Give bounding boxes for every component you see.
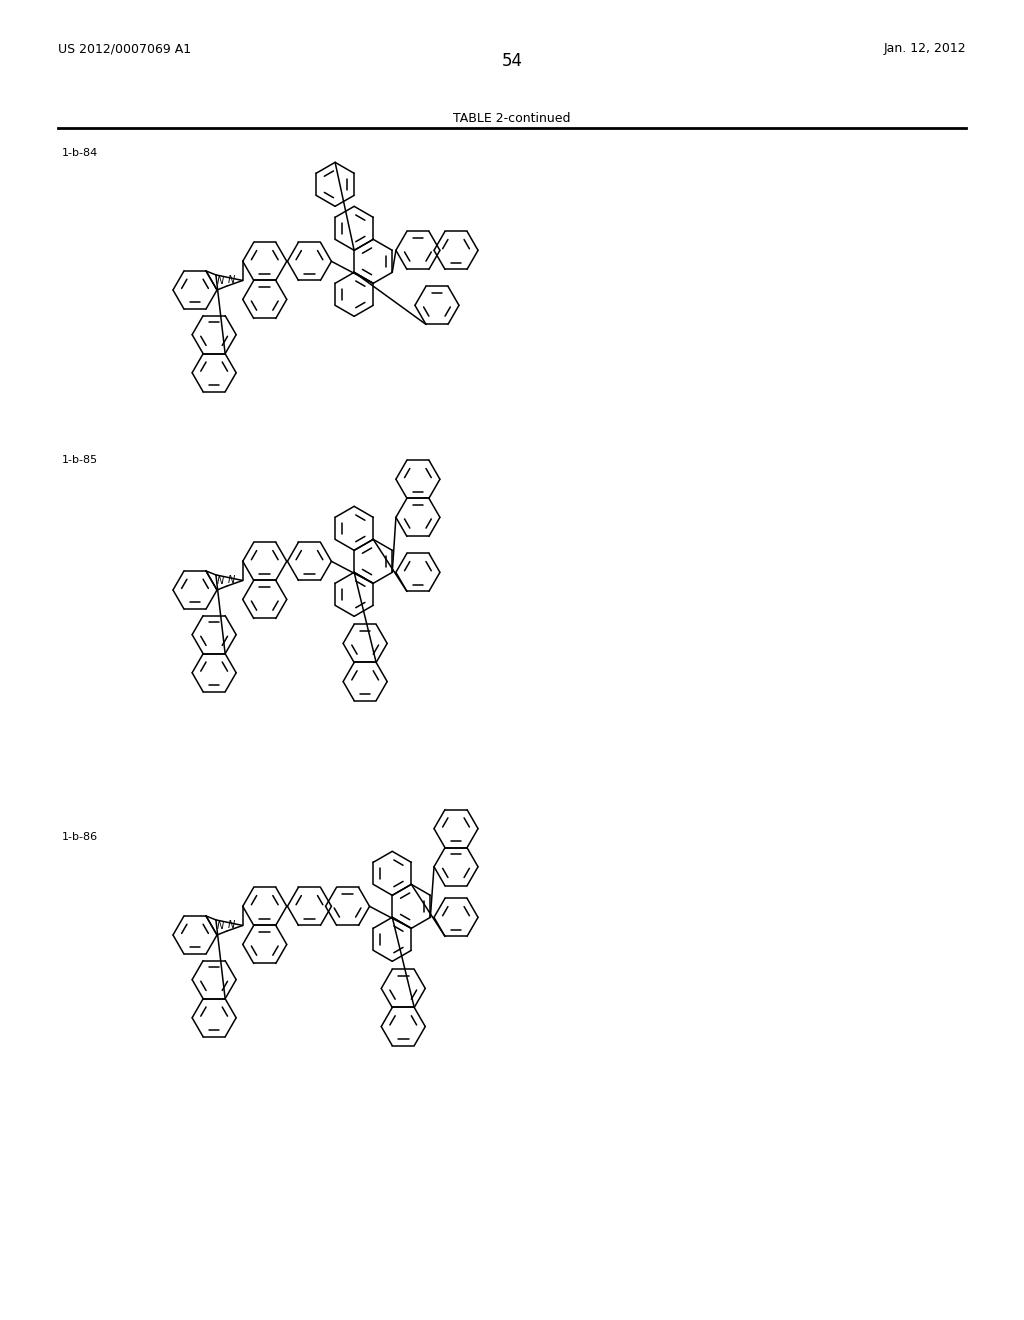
- Text: N: N: [228, 576, 236, 585]
- Text: N: N: [217, 276, 224, 286]
- Text: 1-b-86: 1-b-86: [62, 832, 98, 842]
- Text: TABLE 2-continued: TABLE 2-continued: [454, 112, 570, 125]
- Text: 1-b-85: 1-b-85: [62, 455, 98, 465]
- Text: N: N: [228, 920, 236, 931]
- Text: Jan. 12, 2012: Jan. 12, 2012: [884, 42, 966, 55]
- Text: 1-b-84: 1-b-84: [62, 148, 98, 158]
- Text: N: N: [217, 576, 224, 586]
- Text: N: N: [217, 921, 224, 931]
- Text: 54: 54: [502, 51, 522, 70]
- Text: N: N: [228, 275, 236, 285]
- Text: US 2012/0007069 A1: US 2012/0007069 A1: [58, 42, 191, 55]
